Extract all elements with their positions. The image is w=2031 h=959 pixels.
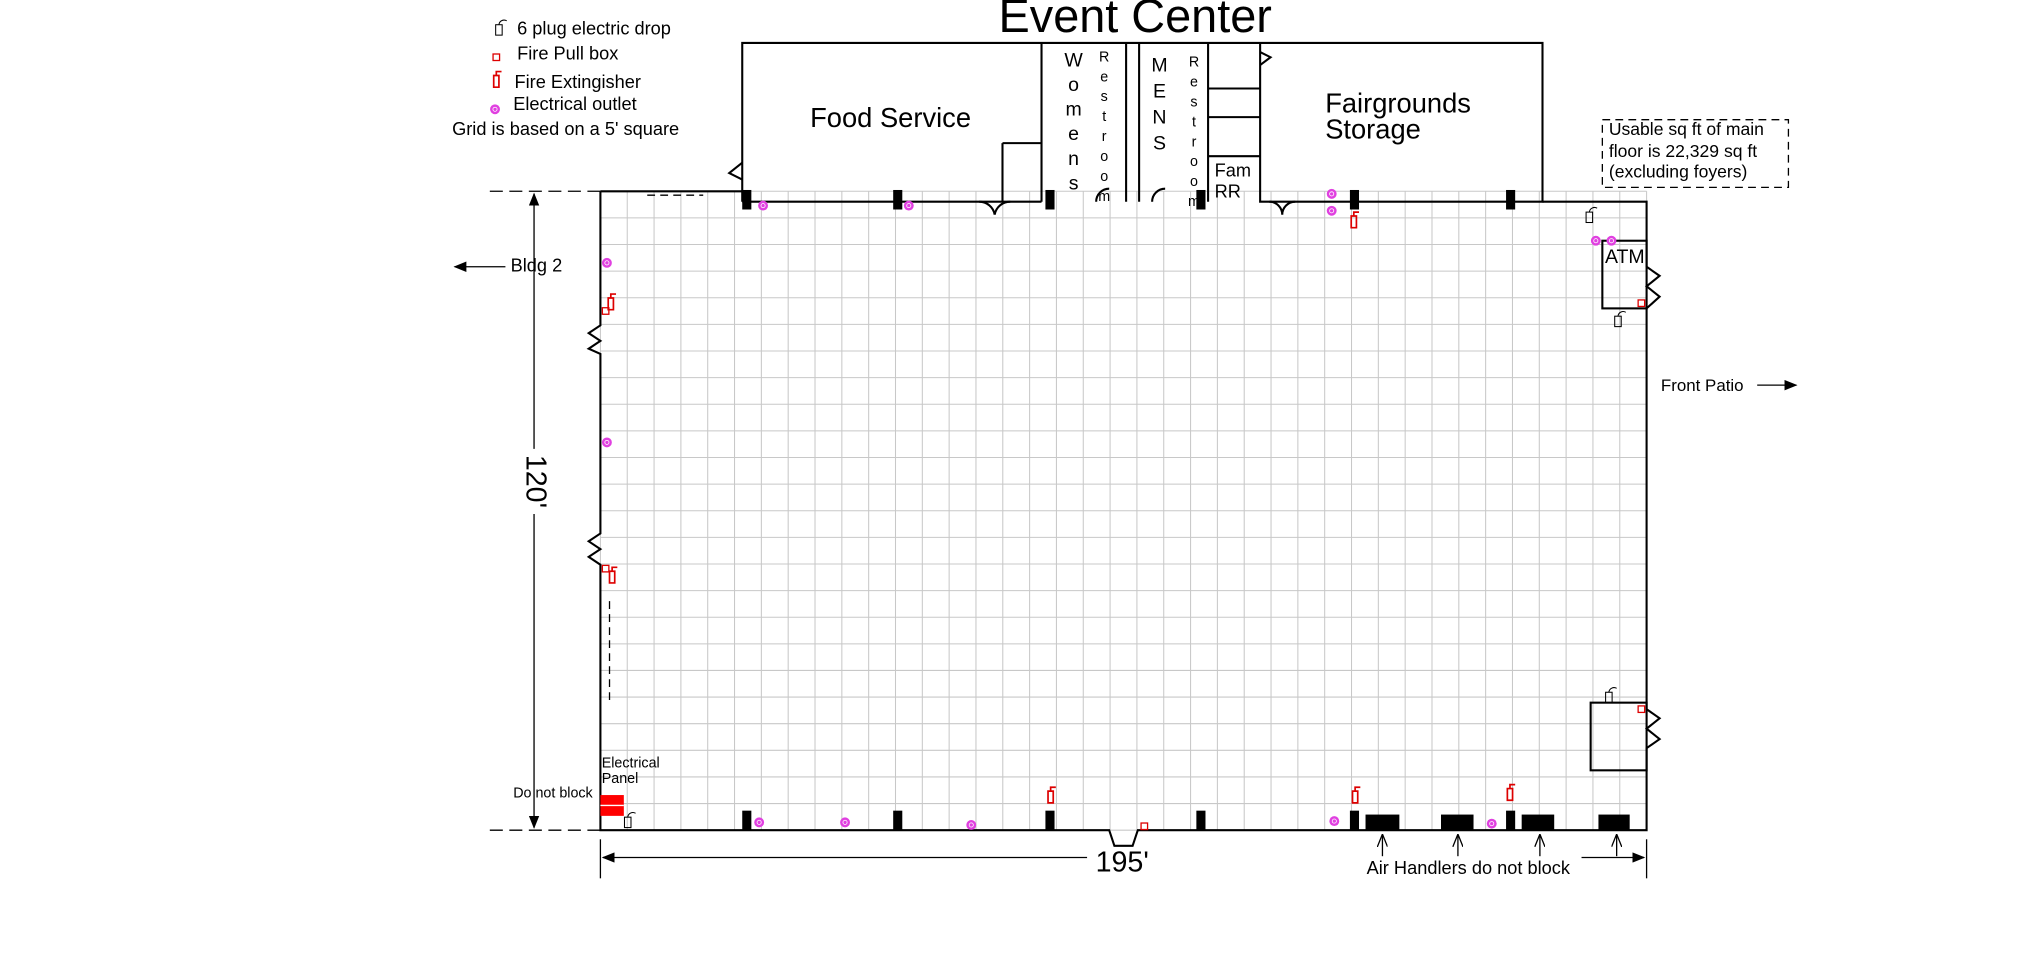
electric-drop	[1585, 211, 1594, 224]
label: Front Patio	[1661, 376, 1744, 395]
room-label: Restroom	[1096, 49, 1112, 208]
room-label: RR	[1215, 181, 1241, 201]
fire-pull-box	[601, 307, 610, 315]
electrical-outlet	[1489, 821, 1495, 827]
icons	[490, 19, 1646, 831]
fire-pull-box	[601, 564, 610, 573]
legend-item: Fire Pull box	[517, 43, 618, 63]
electric-drop	[1608, 687, 1617, 693]
room-label: Restroom	[1186, 55, 1202, 214]
electrical-outlet	[906, 203, 912, 209]
room-label: Womens	[1063, 49, 1085, 197]
electrical-outlet	[1608, 238, 1614, 244]
electrical-outlet	[1331, 818, 1337, 824]
column	[1506, 189, 1516, 210]
column	[1349, 810, 1360, 831]
fire-extinguisher	[608, 566, 618, 584]
electrical-outlet	[840, 817, 850, 828]
column	[742, 810, 752, 831]
electrical-outlet	[1326, 188, 1337, 199]
electrical-outlet	[903, 200, 914, 211]
column	[742, 189, 752, 210]
electrical-outlet	[601, 257, 612, 268]
label: Do not block	[513, 786, 593, 802]
room-label: Food Service	[810, 102, 971, 133]
label: floor is 22,329 sq ft	[1609, 141, 1757, 161]
air-handler	[1598, 814, 1630, 831]
electrical-outlet	[1593, 238, 1599, 244]
electrical-outlet	[1486, 818, 1497, 829]
electrical-outlet	[492, 106, 498, 112]
air-handler	[1365, 814, 1400, 831]
legend-item: Fire Extingisher	[515, 72, 641, 92]
column	[1349, 189, 1360, 210]
legend-note: Grid is based on a 5' square	[452, 119, 679, 139]
electrical-outlet	[1329, 191, 1335, 197]
electrical-outlet	[1590, 235, 1601, 246]
label: Bldg 2	[511, 256, 563, 276]
grid	[599, 190, 1648, 831]
column	[1506, 810, 1516, 831]
electrical-outlet	[754, 817, 765, 828]
electrical-outlet	[756, 819, 762, 825]
column	[893, 189, 903, 210]
fire-pull-box	[1637, 299, 1646, 308]
electric-drop	[627, 812, 636, 818]
walls	[586, 41, 1790, 847]
air-handler	[1521, 814, 1555, 831]
electrical-outlet	[490, 104, 500, 115]
fire-pull-box	[492, 53, 501, 62]
fire-pull-box	[1140, 822, 1149, 831]
column	[893, 810, 903, 831]
electrical-outlet	[1326, 205, 1337, 216]
electrical-outlet	[601, 437, 612, 448]
electrical-outlet	[1329, 816, 1340, 827]
fire-extinguisher	[1506, 783, 1516, 802]
dimension: 120'	[519, 455, 551, 508]
electrical-outlet	[758, 200, 769, 211]
electrical-outlet	[604, 260, 610, 266]
fire-extinguisher	[1350, 211, 1360, 229]
electric-drop	[1617, 311, 1627, 317]
column	[1196, 189, 1206, 210]
electric-drop	[498, 19, 507, 25]
label: Electrical	[602, 756, 660, 772]
electric-drop	[495, 24, 503, 36]
dimensions	[453, 190, 1798, 879]
column	[1045, 810, 1055, 831]
electrical-outlet	[760, 203, 766, 209]
label: (excluding foyers)	[1609, 162, 1747, 182]
electrical-outlet	[1329, 208, 1335, 214]
legend-item: Electrical outlet	[513, 94, 636, 114]
fire-extinguisher	[492, 70, 502, 89]
electrical-outlet	[966, 820, 977, 830]
fire-extinguisher	[607, 293, 617, 311]
room-label: Storage	[1325, 114, 1421, 145]
fire-pull-box	[1637, 705, 1646, 714]
electrical-outlet	[842, 819, 848, 825]
column	[1045, 189, 1055, 210]
room-label: MENS	[1148, 55, 1170, 159]
room-label: ATM	[1605, 246, 1645, 268]
room-label: Fairgrounds	[1325, 88, 1471, 119]
label: Usable sq ft of main	[1609, 119, 1764, 139]
electrical-outlet	[604, 439, 610, 445]
column	[1196, 810, 1206, 831]
label: Air Handlers do not block	[1367, 858, 1571, 878]
title: Event Center	[999, 0, 1272, 42]
dimension: 195'	[1096, 847, 1149, 879]
electrical-outlet	[1606, 235, 1617, 246]
fire-extinguisher	[1047, 786, 1056, 804]
label: Panel	[602, 771, 639, 787]
fire-extinguisher	[1351, 786, 1361, 804]
legend-item: 6 plug electric drop	[517, 19, 671, 39]
room-label: Fam	[1215, 161, 1251, 181]
air-handler	[1440, 814, 1474, 831]
electric-drop	[1588, 207, 1598, 213]
usable-box	[1601, 119, 1790, 189]
electrical-outlet	[968, 822, 974, 828]
